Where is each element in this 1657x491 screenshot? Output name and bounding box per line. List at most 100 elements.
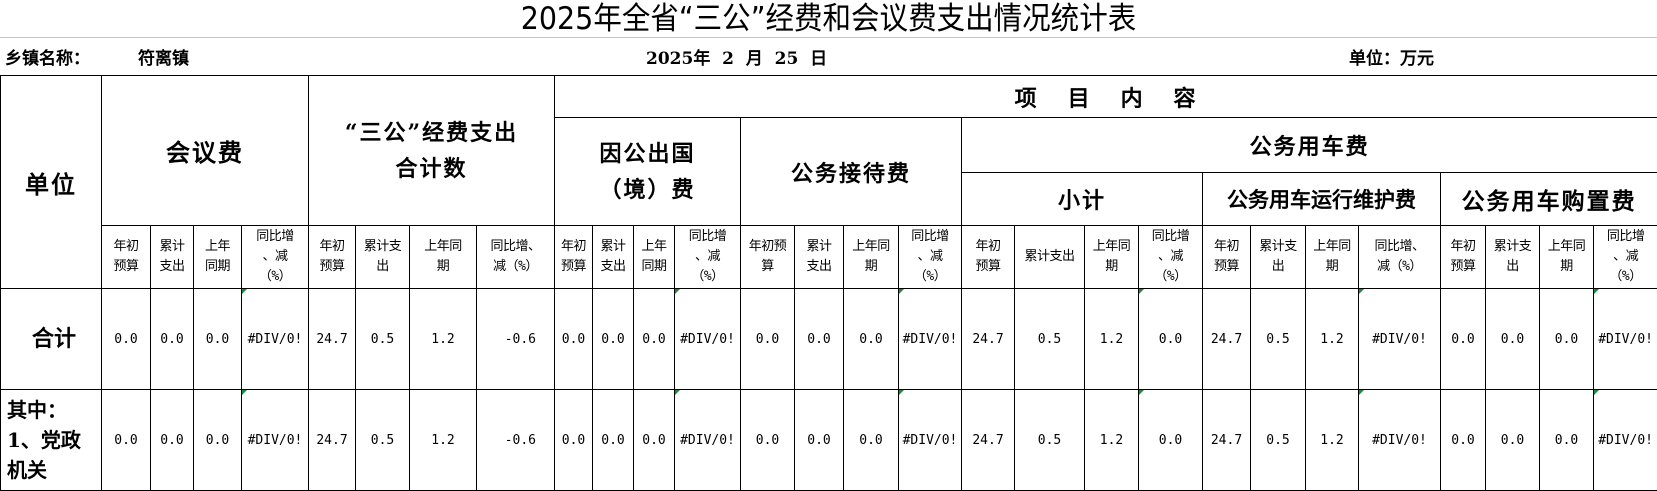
sangong-total-cumulative-expense-cell[interactable]: 0.5 [355, 389, 410, 491]
reception-same-period-last-year-cell[interactable]: 0.0 [843, 389, 899, 491]
meeting-same-period-last-year-header: 上年 同期 [193, 225, 242, 289]
meeting-initial-budget-cell[interactable]: 0.0 [101, 389, 151, 491]
cell-value: 24.7 [1210, 331, 1243, 347]
vehicle-purchase-initial-budget-header: 年初 预算 [1440, 225, 1486, 289]
vehicle-maintenance-same-period-last-year-cell[interactable]: 1.2 [1305, 389, 1359, 491]
vehicle-maintenance-cumulative-expense-cell[interactable]: 0.5 [1250, 389, 1306, 491]
sangong-total-initial-budget-cell[interactable]: 24.7 [308, 389, 356, 491]
cell-value: 0.0 [1554, 331, 1579, 347]
cell-value: 0.0 [1158, 432, 1183, 448]
reception-same-period-last-year-cell[interactable]: 0.0 [843, 288, 899, 390]
cell-value: 0.0 [1451, 331, 1475, 347]
vehicle-subtotal-yoy-change-pct-header: 同比增 、减 （%） [1138, 225, 1203, 289]
cell-value: 0.5 [1266, 432, 1290, 448]
vehicle-purchase-cumulative-expense-cell[interactable]: 0.0 [1485, 389, 1540, 491]
cell-value: 0.0 [1554, 432, 1579, 448]
reception-initial-budget-header: 年初预 算 [740, 225, 795, 289]
abroad-yoy-change-pct-cell[interactable]: #DIV/0! [674, 288, 741, 390]
cell-value: 0.5 [370, 331, 395, 347]
cell-value: 1.2 [1320, 432, 1344, 448]
sangong-total-same-period-last-year-cell[interactable]: 1.2 [409, 288, 477, 390]
abroad-initial-budget-cell[interactable]: 0.0 [554, 288, 593, 390]
error-indicator-icon [1594, 289, 1599, 294]
error-indicator-icon [1139, 289, 1144, 294]
vehicle-maintenance-yoy-change-pct-cell[interactable]: #DIV/0! [1358, 389, 1441, 491]
vehicle-purchase-yoy-change-pct-header: 同比增 、减 （%） [1592, 225, 1657, 289]
vehicle-subtotal-yoy-change-pct-cell[interactable]: 0.0 [1138, 288, 1203, 390]
cell-value: #DIV/0! [680, 331, 735, 347]
row-label-party-government: 其中： 1、党政 机关 [0, 389, 102, 491]
town-label: 乡镇名称： [5, 49, 90, 69]
meeting-yoy-change-pct-cell[interactable]: #DIV/0! [241, 288, 309, 390]
vehicle-subtotal-cumulative-expense-header: 累计支出 [1014, 225, 1085, 289]
sangong-total-yoy-change-pct-cell[interactable]: -0.6 [476, 288, 555, 390]
vehicle-purchase-same-period-last-year-cell[interactable]: 0.0 [1539, 389, 1594, 491]
cell-value: #DIV/0! [902, 432, 958, 448]
reception-yoy-change-pct-cell[interactable]: #DIV/0! [898, 288, 962, 390]
abroad-same-period-last-year-cell[interactable]: 0.0 [633, 288, 675, 390]
abroad-initial-budget-cell[interactable]: 0.0 [554, 389, 593, 491]
cell-value: 24.7 [1210, 432, 1243, 448]
cell-value: 0.0 [160, 331, 184, 347]
abroad-same-period-last-year-cell[interactable]: 0.0 [633, 389, 675, 491]
reception-cumulative-expense-cell[interactable]: 0.0 [794, 288, 844, 390]
meeting-same-period-last-year-cell[interactable]: 0.0 [193, 389, 242, 491]
cell-value: 1.2 [431, 331, 455, 347]
cell-value: 0.5 [1266, 331, 1290, 347]
vehicle-purchase-same-period-last-year-cell[interactable]: 0.0 [1539, 288, 1594, 390]
cell-value: 0.0 [561, 331, 586, 347]
vehicle-fee-header: 公务用车费 [960, 117, 1657, 173]
cell-value: 0.0 [205, 432, 230, 448]
meeting-same-period-last-year-cell[interactable]: 0.0 [193, 288, 242, 390]
reception-yoy-change-pct-cell[interactable]: #DIV/0! [898, 389, 962, 491]
cell-value: 24.7 [972, 432, 1004, 448]
vehicle-subtotal-initial-budget-cell[interactable]: 24.7 [961, 389, 1015, 491]
vehicle-purchase-initial-budget-cell[interactable]: 0.0 [1440, 288, 1486, 390]
cell-value: 1.2 [1320, 331, 1344, 347]
meeting-cumulative-expense-cell[interactable]: 0.0 [150, 288, 194, 390]
row-label-total: 合计 [0, 288, 102, 390]
cell-value: 24.7 [972, 331, 1004, 347]
vehicle-subtotal-initial-budget-cell[interactable]: 24.7 [961, 288, 1015, 390]
vehicle-maintenance-initial-budget-cell[interactable]: 24.7 [1202, 288, 1251, 390]
sangong-total-same-period-last-year-cell[interactable]: 1.2 [409, 389, 477, 491]
vehicle-subtotal-cumulative-expense-cell[interactable]: 0.5 [1014, 389, 1085, 491]
vehicle-purchase-cumulative-expense-header: 累计支 出 [1485, 225, 1540, 289]
vehicle-maintenance-same-period-last-year-cell[interactable]: 1.2 [1305, 288, 1359, 390]
error-indicator-icon [1139, 390, 1144, 395]
abroad-cumulative-expense-cell[interactable]: 0.0 [592, 389, 634, 491]
meeting-cumulative-expense-cell[interactable]: 0.0 [150, 389, 194, 491]
meeting-yoy-change-pct-cell[interactable]: #DIV/0! [241, 389, 309, 491]
meeting-cumulative-expense-header: 累计 支出 [150, 225, 194, 289]
vehicle-maintenance-yoy-change-pct-header: 同比增、 减（%） [1358, 225, 1441, 289]
reception-initial-budget-cell[interactable]: 0.0 [740, 288, 795, 390]
reception-initial-budget-cell[interactable]: 0.0 [740, 389, 795, 491]
vehicle-maintenance-same-period-last-year-header: 上年同 期 [1305, 225, 1359, 289]
sangong-total-initial-budget-cell[interactable]: 24.7 [308, 288, 356, 390]
meeting-initial-budget-header: 年初 预算 [101, 225, 151, 289]
sangong-total-cumulative-expense-cell[interactable]: 0.5 [355, 288, 410, 390]
abroad-yoy-change-pct-cell[interactable]: #DIV/0! [674, 389, 741, 491]
cell-value: #DIV/0! [247, 331, 303, 347]
cell-value: #DIV/0! [902, 331, 958, 347]
error-indicator-icon [1359, 289, 1364, 294]
vehicle-purchase-cumulative-expense-cell[interactable]: 0.0 [1485, 288, 1540, 390]
vehicle-purchase-initial-budget-cell[interactable]: 0.0 [1440, 389, 1486, 491]
vehicle-maintenance-yoy-change-pct-cell[interactable]: #DIV/0! [1358, 288, 1441, 390]
cell-value: 0.0 [601, 331, 625, 347]
vehicle-subtotal-same-period-last-year-cell[interactable]: 1.2 [1084, 389, 1139, 491]
vehicle-maintenance-cumulative-expense-cell[interactable]: 0.5 [1250, 288, 1306, 390]
vehicle-subtotal-yoy-change-pct-cell[interactable]: 0.0 [1138, 389, 1203, 491]
vehicle-purchase-yoy-change-pct-cell[interactable]: #DIV/0! [1592, 389, 1657, 491]
abroad-cumulative-expense-cell[interactable]: 0.0 [592, 288, 634, 390]
vehicle-purchase-yoy-change-pct-cell[interactable]: #DIV/0! [1592, 288, 1657, 390]
meeting-initial-budget-cell[interactable]: 0.0 [101, 288, 151, 390]
vehicle-maintenance-initial-budget-cell[interactable]: 24.7 [1202, 389, 1251, 491]
cell-value: 0.5 [370, 432, 395, 448]
sangong-total-yoy-change-pct-cell[interactable]: -0.6 [476, 389, 555, 491]
vehicle-subtotal-same-period-last-year-cell[interactable]: 1.2 [1084, 288, 1139, 390]
vehicle-subtotal-cumulative-expense-cell[interactable]: 0.5 [1014, 288, 1085, 390]
vehicle-subtotal-same-period-last-year-header: 上年同 期 [1084, 225, 1139, 289]
reception-cumulative-expense-cell[interactable]: 0.0 [794, 389, 844, 491]
reception-fee-header: 公务接待费 [740, 117, 962, 226]
